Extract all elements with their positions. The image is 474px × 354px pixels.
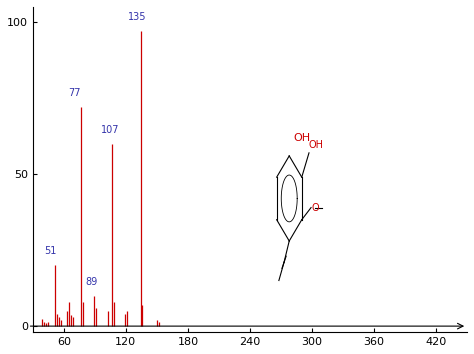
Text: OH: OH [293, 133, 310, 143]
Text: 51: 51 [44, 246, 56, 256]
Text: 107: 107 [101, 125, 119, 135]
Text: 89: 89 [86, 276, 98, 287]
Text: 77: 77 [68, 88, 81, 98]
Text: 135: 135 [128, 12, 146, 22]
Text: O: O [311, 202, 319, 212]
Text: OH: OH [309, 140, 324, 150]
